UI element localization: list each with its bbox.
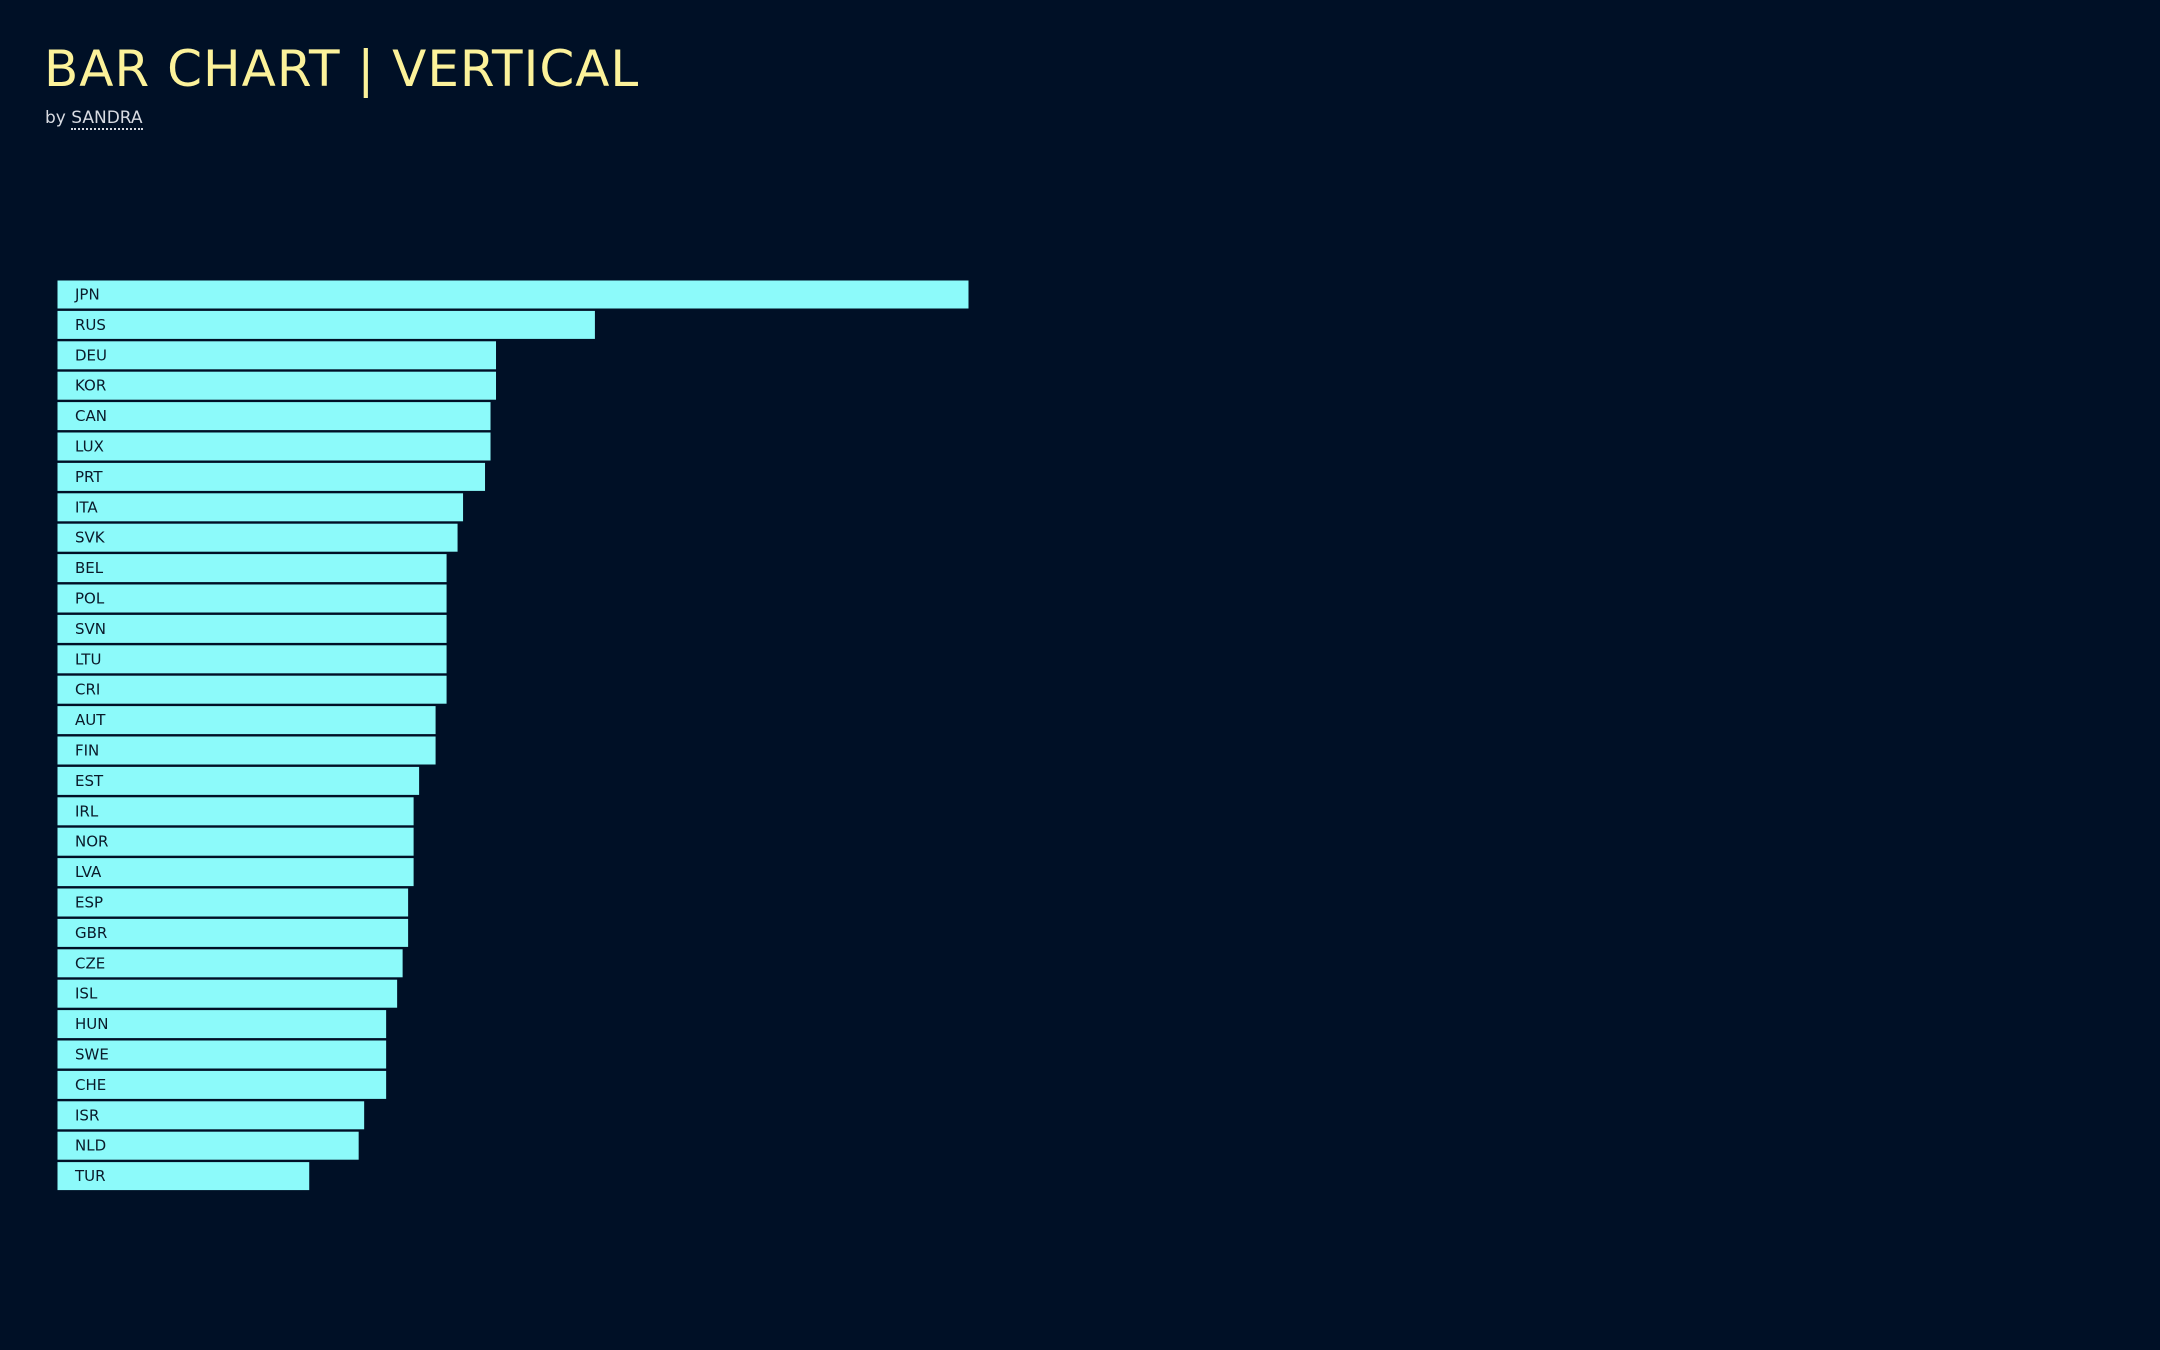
bar-label-fin: FIN <box>75 742 99 760</box>
bar-label-hun: HUN <box>75 1015 108 1033</box>
bar-group-nor: NOR <box>56 826 415 857</box>
bar-group-cri: CRI <box>56 674 448 705</box>
bar-group-deu: DEU <box>56 340 498 371</box>
bar-label-nld: NLD <box>75 1137 106 1155</box>
bar-group-che: CHE <box>56 1069 388 1100</box>
page-title: BAR CHART | VERTICAL <box>44 40 640 98</box>
bar-nor[interactable] <box>56 826 415 857</box>
bar-tur[interactable] <box>56 1161 311 1192</box>
bar-isr[interactable] <box>56 1100 366 1131</box>
bar-label-cri: CRI <box>75 681 100 699</box>
bar-group-prt: PRT <box>56 461 487 492</box>
bar-rus[interactable] <box>56 309 596 340</box>
bar-group-est: EST <box>56 765 421 796</box>
bar-cze[interactable] <box>56 948 404 979</box>
bar-label-gbr: GBR <box>75 924 107 942</box>
author-link[interactable]: SANDRA <box>71 108 143 130</box>
bar-aut[interactable] <box>56 705 437 736</box>
bar-group-nld: NLD <box>56 1130 360 1161</box>
bar-group-gbr: GBR <box>56 917 410 948</box>
bar-label-tur: TUR <box>74 1167 106 1185</box>
bar-group-bel: BEL <box>56 553 448 584</box>
bar-group-svn: SVN <box>56 613 448 644</box>
bar-can[interactable] <box>56 401 492 432</box>
bar-ltu[interactable] <box>56 644 448 675</box>
bar-hun[interactable] <box>56 1009 388 1040</box>
bar-group-ita: ITA <box>56 492 465 523</box>
bar-group-hun: HUN <box>56 1009 388 1040</box>
bar-group-isr: ISR <box>56 1100 366 1131</box>
bar-group-lux: LUX <box>56 431 492 462</box>
bar-group-tur: TUR <box>56 1161 311 1192</box>
bar-group-swe: SWE <box>56 1039 388 1070</box>
bar-irl[interactable] <box>56 796 415 827</box>
bar-label-jpn: JPN <box>74 286 100 304</box>
bar-label-svn: SVN <box>75 620 106 638</box>
bar-label-cze: CZE <box>75 954 105 972</box>
bar-label-aut: AUT <box>75 711 106 729</box>
bar-kor[interactable] <box>56 370 498 401</box>
bar-lux[interactable] <box>56 431 492 462</box>
bar-lva[interactable] <box>56 857 415 888</box>
bar-isl[interactable] <box>56 978 399 1009</box>
bar-svn[interactable] <box>56 613 448 644</box>
bar-group-aut: AUT <box>56 705 437 736</box>
bar-group-ltu: LTU <box>56 644 448 675</box>
bar-label-lux: LUX <box>75 438 104 456</box>
bar-label-che: CHE <box>75 1076 106 1094</box>
bar-group-jpn: JPN <box>56 279 970 310</box>
bar-group-esp: ESP <box>56 887 410 918</box>
bar-label-rus: RUS <box>75 316 106 334</box>
bar-svk[interactable] <box>56 522 459 553</box>
bar-che[interactable] <box>56 1069 388 1100</box>
bar-label-pol: POL <box>75 590 105 608</box>
bar-group-svk: SVK <box>56 522 459 553</box>
bar-group-rus: RUS <box>56 309 596 340</box>
bar-esp[interactable] <box>56 887 410 918</box>
bar-ita[interactable] <box>56 492 465 523</box>
bar-label-nor: NOR <box>75 833 108 851</box>
bar-label-irl: IRL <box>75 802 99 820</box>
bar-jpn[interactable] <box>56 279 970 310</box>
bar-label-swe: SWE <box>75 1046 109 1064</box>
bar-group-isl: ISL <box>56 978 399 1009</box>
bar-nld[interactable] <box>56 1130 360 1161</box>
bar-est[interactable] <box>56 765 421 796</box>
bar-group-cze: CZE <box>56 948 404 979</box>
bar-label-esp: ESP <box>75 894 103 912</box>
bar-label-svk: SVK <box>75 529 106 547</box>
bar-label-can: CAN <box>75 407 107 425</box>
bar-pol[interactable] <box>56 583 448 614</box>
bar-label-prt: PRT <box>75 468 103 486</box>
bar-group-can: CAN <box>56 401 492 432</box>
bar-cri[interactable] <box>56 674 448 705</box>
bar-label-lva: LVA <box>75 863 102 881</box>
bar-group-pol: POL <box>56 583 448 614</box>
bar-label-isr: ISR <box>75 1106 99 1124</box>
bar-group-lva: LVA <box>56 857 415 888</box>
byline: by SANDRA <box>45 108 143 130</box>
bar-label-bel: BEL <box>75 559 104 577</box>
bar-deu[interactable] <box>56 340 498 371</box>
bar-group-fin: FIN <box>56 735 437 766</box>
bar-prt[interactable] <box>56 461 487 492</box>
bar-group-irl: IRL <box>56 796 415 827</box>
bar-label-est: EST <box>75 772 104 790</box>
bar-group-kor: KOR <box>56 370 498 401</box>
bar-label-deu: DEU <box>75 346 107 364</box>
bar-label-ltu: LTU <box>75 650 101 668</box>
bar-bel[interactable] <box>56 553 448 584</box>
bar-swe[interactable] <box>56 1039 388 1070</box>
bar-label-isl: ISL <box>75 985 98 1003</box>
bar-label-ita: ITA <box>75 498 98 516</box>
byline-prefix: by <box>45 108 66 128</box>
bar-gbr[interactable] <box>56 917 410 948</box>
bar-label-kor: KOR <box>75 377 106 395</box>
bar-fin[interactable] <box>56 735 437 766</box>
